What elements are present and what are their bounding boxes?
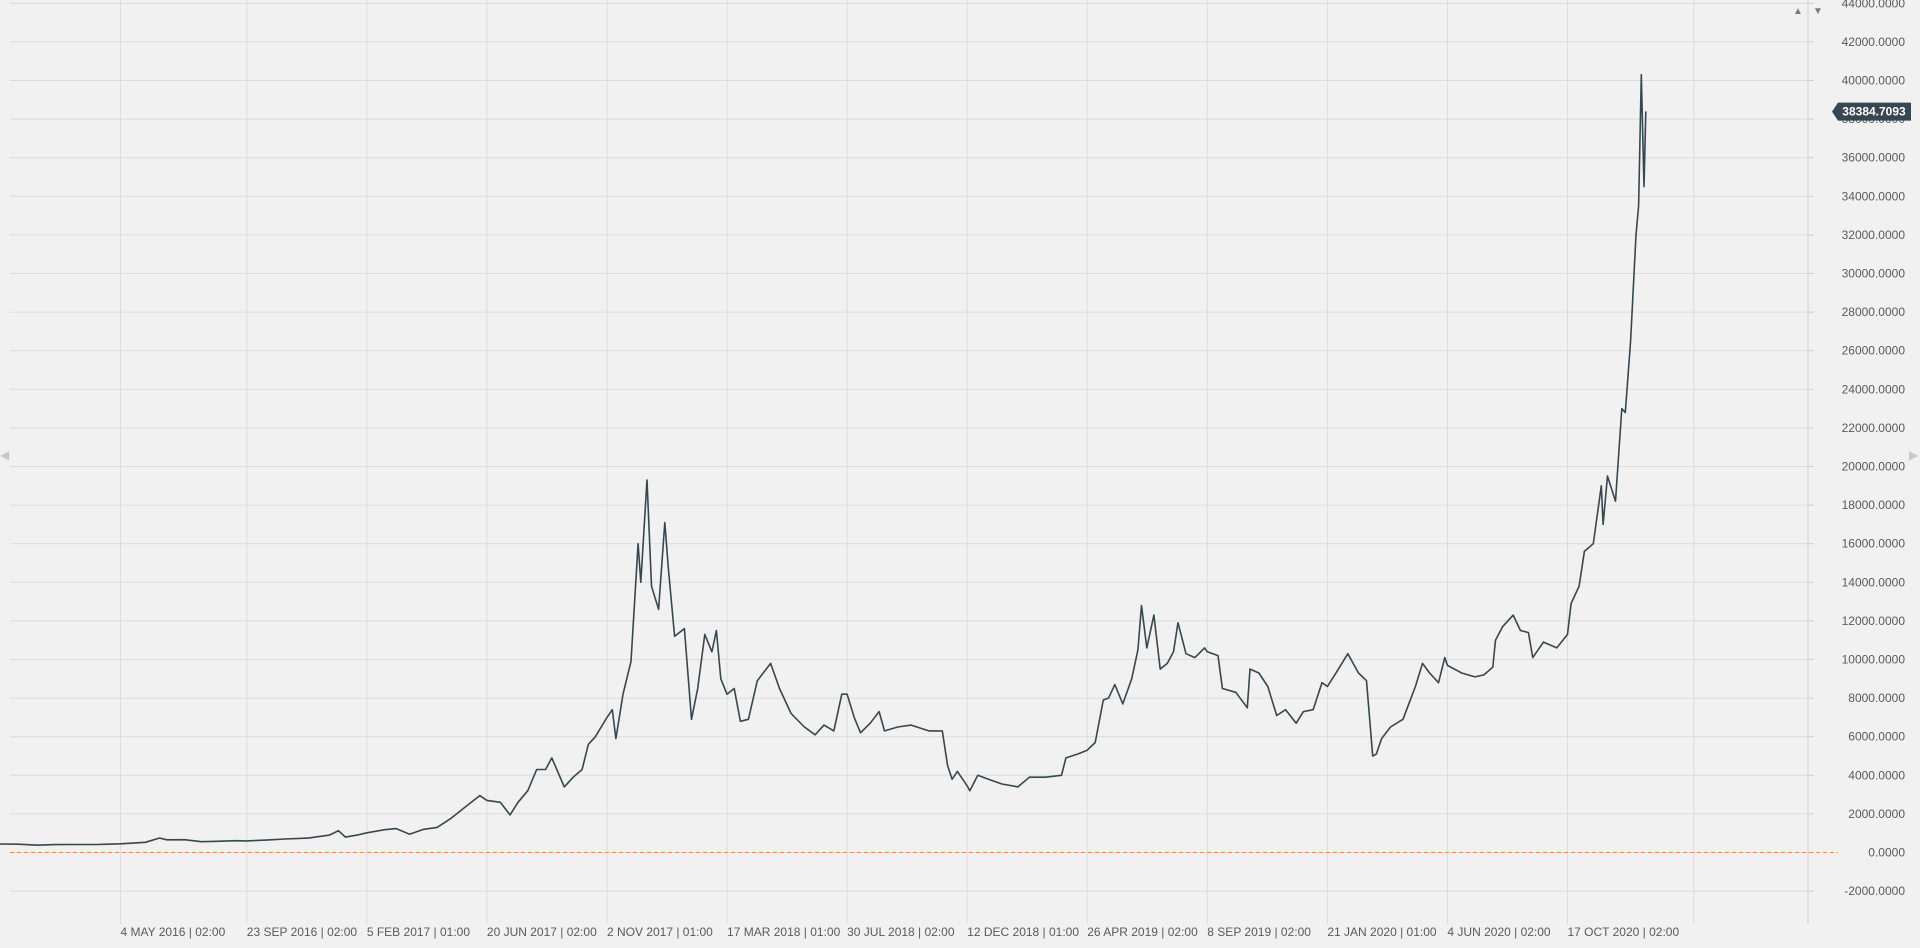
y-tick-label: 12000.0000 (1842, 614, 1906, 628)
y-tick-label: 10000.0000 (1842, 653, 1906, 667)
x-tick-label: 4 JUN 2020 | 02:00 (1447, 925, 1551, 939)
x-tick-label: 17 OCT 2020 | 02:00 (1568, 925, 1680, 939)
y-tick-label: 40000.0000 (1842, 74, 1906, 88)
y-tick-label: 24000.0000 (1842, 382, 1906, 396)
y-tick-label: 22000.0000 (1842, 421, 1906, 435)
left-pan-handle[interactable]: ◀ (0, 448, 10, 462)
y-tick-label: 4000.0000 (1848, 768, 1905, 782)
scale-down-button[interactable]: ▼ (1813, 6, 1823, 17)
last-value-marker: 38384.7093 (1832, 102, 1911, 121)
y-tick-label: 34000.0000 (1842, 189, 1906, 203)
y-tick-label: 8000.0000 (1848, 691, 1905, 705)
y-tick-label: 32000.0000 (1842, 228, 1906, 242)
x-tick-label: 12 DEC 2018 | 01:00 (967, 925, 1079, 939)
y-tick-label: 20000.0000 (1842, 460, 1906, 474)
x-tick-label: 23 SEP 2016 | 02:00 (247, 925, 358, 939)
x-tick-label: 4 MAY 2016 | 02:00 (121, 925, 226, 939)
x-tick-label: 26 APR 2019 | 02:00 (1087, 925, 1198, 939)
y-tick-label: 42000.0000 (1842, 35, 1906, 49)
y-tick-label: 30000.0000 (1842, 267, 1906, 281)
price-series-line (0, 73, 1647, 846)
x-tick-label: 30 JUL 2018 | 02:00 (847, 925, 955, 939)
series (0, 73, 1647, 846)
y-tick-label: 44000.0000 (1842, 0, 1906, 10)
y-tick-label: 26000.0000 (1842, 344, 1906, 358)
y-tick-label: 28000.0000 (1842, 305, 1906, 319)
y-tick-label: 14000.0000 (1842, 575, 1906, 589)
scale-up-button[interactable]: ▲ (1793, 6, 1803, 17)
y-tick-label: 16000.0000 (1842, 537, 1906, 551)
last-value-badge (1832, 102, 1911, 121)
y-tick-label: 18000.0000 (1842, 498, 1906, 512)
y-tick-label: 0.0000 (1868, 846, 1905, 860)
right-pan-handle[interactable]: ▶ (1909, 448, 1919, 462)
last-value-text: 38384.7093 (1842, 105, 1906, 119)
y-tick-label: 6000.0000 (1848, 730, 1905, 744)
y-axis-labels: -2000.0000 0.0000 2000.0000 4000.0000 6000.0… (1842, 0, 1906, 898)
x-tick-label: 8 SEP 2019 | 02:00 (1207, 925, 1311, 939)
x-tick-label: 21 JAN 2020 | 01:00 (1327, 925, 1437, 939)
y-tick-label: 2000.0000 (1848, 807, 1905, 821)
x-axis-labels: 4 MAY 2016 | 02:00 23 SEP 2016 | 02:00 5 F… (121, 925, 1680, 939)
grid-lines (10, 0, 1814, 924)
x-tick-label: 5 FEB 2017 | 01:00 (367, 925, 471, 939)
x-tick-label: 17 MAR 2018 | 01:00 (727, 925, 841, 939)
x-tick-label: 20 JUN 2017 | 02:00 (487, 925, 597, 939)
y-tick-label: -2000.0000 (1844, 884, 1905, 898)
x-tick-label: 2 NOV 2017 | 01:00 (607, 925, 713, 939)
y-tick-label: 36000.0000 (1842, 151, 1906, 165)
